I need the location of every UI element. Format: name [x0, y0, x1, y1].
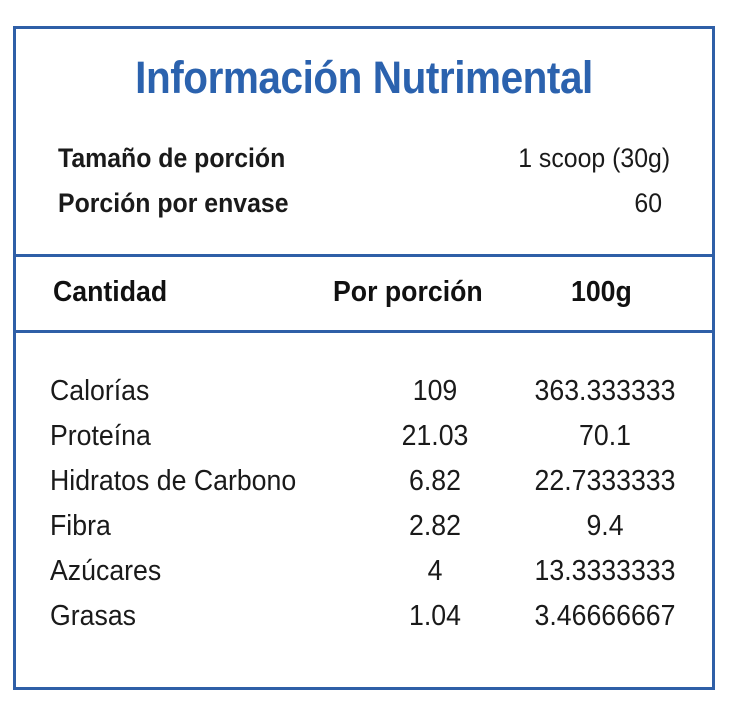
divider-serving [13, 254, 715, 257]
nutrient-per-serving: 2.82 [409, 510, 461, 542]
nutrient-name: Azúcares [50, 555, 162, 587]
nutrient-row: Azúcares 4 13.3333333 [0, 555, 738, 600]
nutrient-per-serving: 21.03 [401, 420, 469, 452]
serving-size-value: 1 scoop (30g) [518, 143, 670, 173]
nutrient-name: Proteína [50, 420, 151, 452]
header-quantity: Cantidad [53, 276, 168, 308]
servings-per-container-label: Porción por envase [58, 188, 289, 218]
nutrient-name: Grasas [50, 600, 137, 632]
nutrient-per-serving: 6.82 [409, 465, 461, 497]
nutrient-name: Hidratos de Carbono [50, 465, 297, 497]
nutrient-per-serving: 1.04 [409, 600, 461, 632]
divider-header [13, 330, 715, 333]
nutrient-row: Calorías 109 363.333333 [0, 375, 738, 420]
header-per-100g: 100g [571, 276, 632, 308]
nutrient-per-100g: 70.1 [579, 420, 631, 452]
nutrient-row: Hidratos de Carbono 6.82 22.7333333 [0, 465, 738, 510]
nutrient-row: Fibra 2.82 9.4 [0, 510, 738, 555]
serving-size-label: Tamaño de porción [58, 143, 286, 173]
nutrient-row: Proteína 21.03 70.1 [0, 420, 738, 465]
nutrient-row: Grasas 1.04 3.46666667 [0, 600, 738, 645]
nutrient-per-serving: 109 [412, 375, 458, 407]
label-title: Información Nutrimental [135, 52, 593, 103]
nutrient-name: Calorías [50, 375, 150, 407]
nutrient-per-100g: 9.4 [586, 510, 624, 542]
nutrient-per-serving: 4 [427, 555, 443, 587]
nutrient-per-100g: 3.46666667 [534, 600, 676, 632]
nutrient-name: Fibra [50, 510, 111, 542]
nutrient-per-100g: 13.3333333 [534, 555, 676, 587]
nutrient-per-100g: 22.7333333 [534, 465, 676, 497]
servings-per-container-value: 60 [634, 188, 662, 218]
header-per-serving: Por porción [333, 276, 483, 308]
nutrient-per-100g: 363.333333 [534, 375, 676, 407]
nutrition-label-frame [13, 26, 715, 690]
